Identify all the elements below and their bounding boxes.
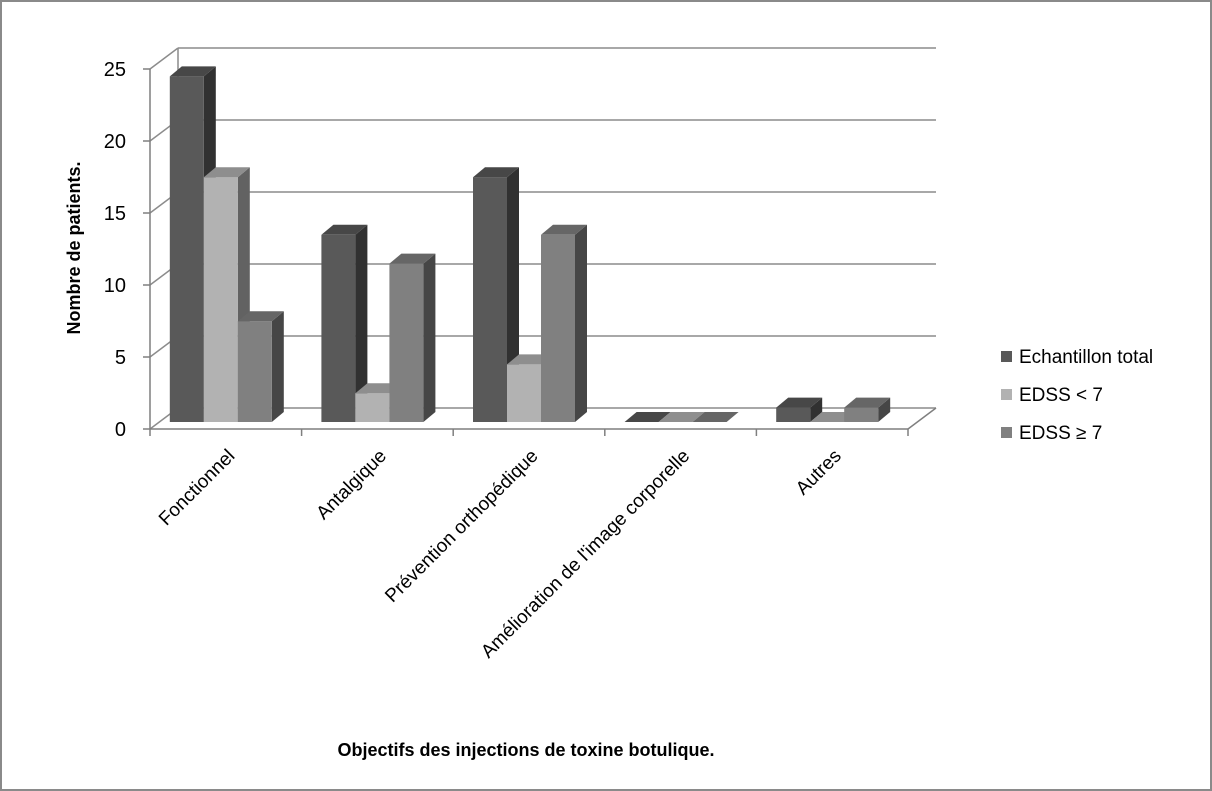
bar-front [355, 393, 390, 422]
legend-label: EDSS < 7 [1019, 385, 1103, 406]
bar-top [776, 397, 823, 408]
legend-swatch [1001, 389, 1012, 400]
bar-front [844, 407, 879, 422]
bar-front [507, 364, 541, 422]
bar-side [575, 224, 587, 422]
y-tick-label: 0 [115, 419, 126, 441]
bar-front [389, 263, 424, 422]
bar-side [810, 397, 823, 422]
y-tick-label: 20 [104, 131, 126, 153]
legend-item: EDSS ≥ 7 [1001, 423, 1102, 444]
bar-top [624, 412, 671, 422]
bar-top [692, 412, 739, 422]
y-axis-title: Nombre de patients. [64, 161, 84, 334]
bar-front [473, 177, 507, 422]
bar-top [658, 412, 705, 422]
y-tick-label: 25 [104, 59, 126, 81]
bar-front [203, 177, 238, 422]
y-tick-labels: 0 5 10 15 20 25 [104, 59, 126, 441]
bar-top [473, 167, 519, 178]
y-tick-label: 10 [104, 275, 126, 297]
bar-side [271, 311, 284, 422]
legend: Echantillon total EDSS < 7 EDSS ≥ 7 [1001, 347, 1153, 444]
bar-top [389, 253, 436, 264]
y-tick-label: 5 [115, 347, 126, 369]
bar [541, 224, 587, 422]
bar [624, 412, 671, 422]
bar [203, 167, 250, 422]
legend-item: EDSS < 7 [1001, 385, 1103, 406]
bar-side [423, 253, 436, 422]
legend-swatch [1001, 351, 1012, 362]
bar-top [169, 66, 216, 77]
bar-top [321, 224, 368, 235]
legend-swatch [1001, 427, 1012, 438]
bar [692, 412, 739, 422]
bar-top [541, 224, 587, 235]
bar-top [203, 167, 250, 178]
bar [776, 397, 823, 422]
bar-front [321, 234, 356, 422]
floor-edge [907, 407, 937, 430]
x-axis-title: Objectifs des injections de toxine botul… [337, 740, 714, 760]
bar-top [237, 311, 284, 322]
bar [844, 397, 891, 422]
bar-front [237, 321, 272, 422]
legend-label: EDSS ≥ 7 [1019, 423, 1102, 444]
bars [169, 66, 891, 423]
bar-front [776, 407, 811, 422]
y-tick-label: 15 [104, 203, 126, 225]
bar-front [541, 234, 575, 422]
bar-side [355, 224, 368, 422]
legend-item: Echantillon total [1001, 347, 1153, 368]
bar [658, 412, 705, 422]
bar-side [878, 397, 891, 422]
bar [389, 253, 436, 422]
bar-front [169, 76, 204, 423]
bar [321, 224, 368, 422]
bar-top [844, 397, 891, 408]
bar [473, 167, 519, 422]
bar [237, 311, 284, 422]
gridline-side [149, 47, 179, 70]
legend-label: Echantillon total [1019, 347, 1153, 368]
